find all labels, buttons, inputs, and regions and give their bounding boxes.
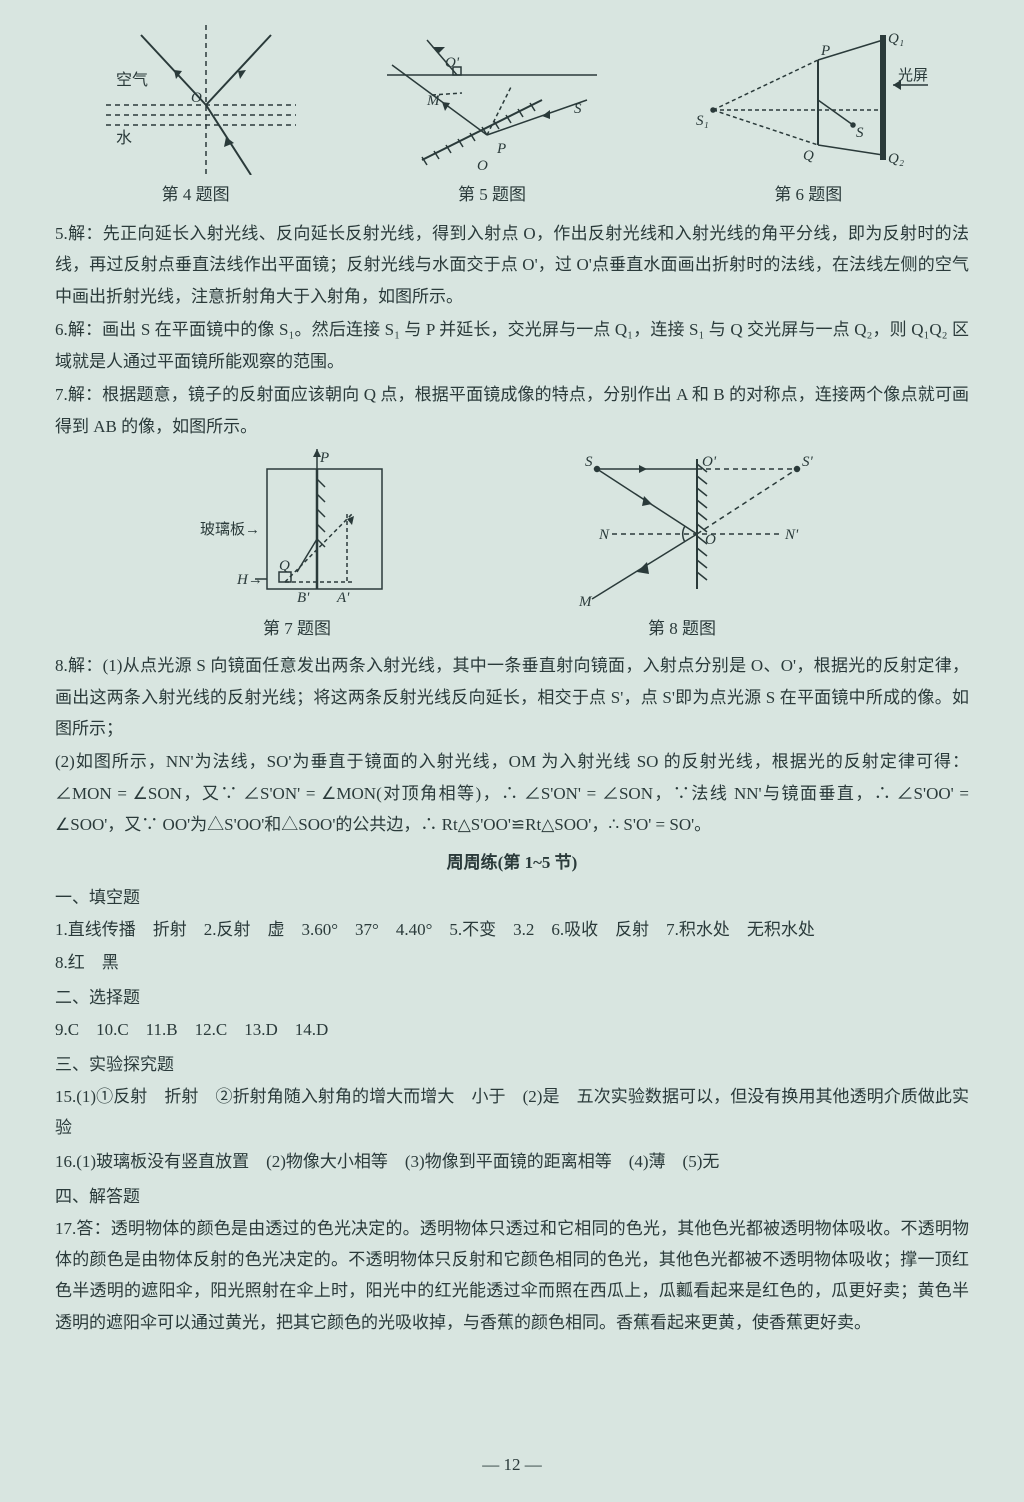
figure-5: O' M O P S 第 5 题图	[367, 25, 617, 210]
section-2-line: 9.C 10.C 11.B 12.C 13.D 14.D	[55, 1014, 969, 1045]
figure-6-caption: 第 6 题图	[774, 179, 842, 210]
figure-5-caption: 第 5 题图	[458, 179, 526, 210]
figure-8-svg: S S' N N' O O' M	[537, 444, 827, 609]
question-8b: (2)如图所示，NN'为法线，SO'为垂直于镜面的入射光线，OM 为入射光线 S…	[55, 746, 969, 840]
fig4-water-label: 水	[116, 129, 132, 147]
section-3-title: 三、实验探究题	[55, 1049, 969, 1080]
fig7-a: A'	[336, 590, 350, 606]
fig4-air-label: 空气	[116, 71, 148, 89]
figure-8-caption: 第 8 题图	[648, 613, 716, 644]
question-7: 7.解：根据题意，镜子的反射面应该朝向 Q 点，根据平面镜成像的特点，分别作出 …	[55, 379, 969, 442]
fig5-o-label: O	[477, 158, 488, 174]
fig7-b: B'	[297, 590, 310, 606]
fig8-n: N	[598, 527, 610, 543]
question-6: 6.解：画出 S 在平面镜中的像 S₁。然后连接 S₁ 与 P 并延长，交光屏与…	[55, 314, 969, 377]
fig8-s: S	[585, 454, 593, 470]
fig6-q2: Q₂	[888, 151, 904, 167]
figure-4: 空气 水 O 第 4 题图	[86, 25, 306, 210]
fig8-o: O	[705, 532, 716, 548]
figure-6: Q₁ Q₂ P Q S S₁ 光屏 第 6 题图	[678, 25, 938, 210]
fig7-h: H→	[236, 572, 263, 588]
fig8-m: M	[578, 594, 593, 609]
figures-row-1: 空气 水 O 第 4 题图	[55, 30, 969, 210]
question-5: 5.解：先正向延长入射光线、反向延长反射光线，得到入射点 O，作出反射光线和入射…	[55, 218, 969, 312]
fig5-s-label: S	[574, 101, 582, 117]
figure-6-svg: Q₁ Q₂ P Q S S₁ 光屏	[678, 25, 938, 175]
section-1-line-2: 8.红 黑	[55, 947, 969, 978]
figure-8: S S' N N' O O' M 第 8 题图	[537, 444, 827, 644]
question-8a: 8.解：(1)从点光源 S 向镜面任意发出两条入射光线，其中一条垂直射向镜面，入…	[55, 650, 969, 744]
fig5-p-label: P	[496, 141, 506, 157]
fig7-q: Q	[279, 558, 290, 574]
figure-4-caption: 第 4 题图	[162, 179, 230, 210]
question-17: 17.答：透明物体的颜色是由透过的色光决定的。透明物体只透过和它相同的色光，其他…	[55, 1213, 969, 1339]
section-2-title: 二、选择题	[55, 982, 969, 1013]
figures-row-2: 玻璃板→ H→ P Q B' A' 第 7 题图	[55, 454, 969, 644]
fig6-s1: S₁	[696, 113, 709, 129]
figure-5-svg: O' M O P S	[367, 25, 617, 175]
fig8-np: N'	[784, 527, 799, 543]
fig6-s: S	[856, 125, 864, 141]
fig6-q: Q	[803, 148, 814, 164]
fig5-m-label: M	[426, 93, 441, 109]
question-15: 15.(1)①反射 折射 ②折射角随入射角的增大而增大 小于 (2)是 五次实验…	[55, 1081, 969, 1144]
fig8-op: O'	[702, 454, 717, 470]
section-1-title: 一、填空题	[55, 882, 969, 913]
figure-7: 玻璃板→ H→ P Q B' A' 第 7 题图	[197, 444, 397, 644]
weekly-title: 周周练(第 1~5 节)	[55, 847, 969, 878]
fig6-screen: 光屏	[898, 67, 928, 84]
fig6-q1: Q₁	[888, 31, 904, 47]
fig8-sp: S'	[802, 454, 814, 470]
fig4-o-label: O	[191, 90, 202, 106]
section-4-title: 四、解答题	[55, 1181, 969, 1212]
fig6-p: P	[820, 43, 830, 59]
figure-4-svg: 空气 水 O	[86, 25, 306, 175]
fig7-glass: 玻璃板→	[200, 520, 260, 538]
section-1-line-1: 1.直线传播 折射 2.反射 虚 3.60° 37° 4.40° 5.不变 3.…	[55, 914, 969, 945]
figure-7-caption: 第 7 题图	[263, 613, 331, 644]
fig5-op-label: O'	[445, 55, 460, 71]
figure-7-svg: 玻璃板→ H→ P Q B' A'	[197, 444, 397, 609]
fig7-p: P	[319, 450, 329, 466]
page-number: — 12 —	[0, 1449, 1024, 1480]
question-16: 16.(1)玻璃板没有竖直放置 (2)物像大小相等 (3)物像到平面镜的距离相等…	[55, 1146, 969, 1177]
